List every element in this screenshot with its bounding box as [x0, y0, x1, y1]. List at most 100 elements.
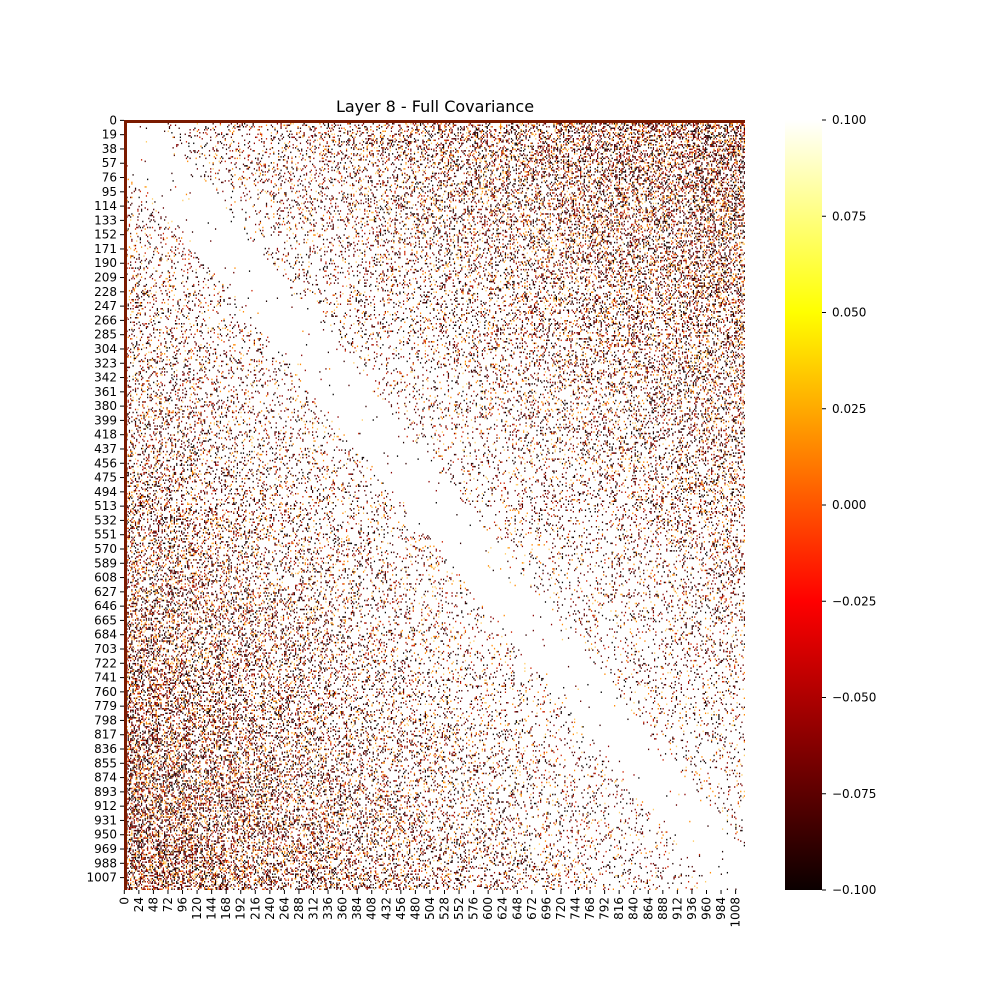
- heatmap-cell: [492, 135, 493, 137]
- heatmap-cell: [707, 123, 708, 125]
- heatmap-cell: [616, 125, 617, 127]
- heatmap-cell: [603, 131, 604, 133]
- heatmap-cell: [510, 129, 511, 131]
- heatmap-cell: [484, 135, 485, 137]
- heatmap-cell: [391, 128, 392, 129]
- heatmap-cell: [525, 126, 526, 128]
- heatmap-cell: [635, 134, 636, 136]
- heatmap-cell: [477, 132, 478, 134]
- heatmap-cell: [190, 132, 191, 134]
- heatmap-cell: [525, 125, 526, 127]
- heatmap-cell: [567, 125, 568, 127]
- heatmap-cell: [407, 126, 408, 128]
- heatmap-cell: [500, 132, 501, 134]
- heatmap-cell: [519, 132, 520, 134]
- heatmap-cell: [569, 135, 570, 137]
- heatmap-cell: [722, 126, 723, 128]
- heatmap-cell: [684, 129, 685, 131]
- heatmap-cell: [726, 134, 727, 136]
- heatmap-cell: [671, 132, 672, 134]
- heatmap-cell: [411, 128, 412, 129]
- heatmap-cell: [289, 125, 290, 127]
- heatmap-cell: [310, 129, 311, 131]
- heatmap-cell: [370, 126, 371, 128]
- heatmap-cell: [666, 134, 667, 136]
- heatmap-cell: [690, 125, 691, 127]
- heatmap-cell: [350, 135, 351, 137]
- heatmap-cell: [358, 125, 359, 127]
- heatmap-cell: [441, 129, 442, 131]
- heatmap-cell: [478, 129, 479, 131]
- heatmap-cell: [559, 123, 560, 125]
- heatmap-cell: [506, 126, 507, 128]
- heatmap-cell: [573, 126, 574, 128]
- heatmap-cell: [734, 132, 735, 134]
- heatmap-cell: [347, 132, 348, 134]
- heatmap-cell: [280, 125, 281, 127]
- heatmap-cell: [732, 125, 733, 127]
- heatmap-cell: [413, 129, 414, 131]
- heatmap-cell: [613, 123, 614, 125]
- heatmap-cell: [729, 123, 730, 125]
- heatmap-cell: [589, 134, 590, 136]
- heatmap-cell: [314, 134, 315, 136]
- heatmap-cell: [511, 123, 512, 125]
- heatmap-cell: [468, 132, 469, 134]
- heatmap-cell: [244, 123, 245, 125]
- heatmap-cell: [625, 129, 626, 131]
- heatmap-cell: [676, 128, 677, 129]
- heatmap-cell: [620, 128, 621, 129]
- heatmap-cell: [701, 132, 702, 134]
- heatmap-cell: [682, 129, 683, 131]
- heatmap-cell: [740, 135, 741, 137]
- heatmap-cell: [610, 128, 611, 129]
- heatmap-cell: [318, 132, 319, 134]
- heatmap-cell: [555, 131, 556, 133]
- heatmap-cell: [140, 126, 141, 128]
- heatmap-cell: [324, 125, 325, 127]
- heatmap-cell: [539, 137, 540, 139]
- heatmap-cell: [489, 129, 490, 131]
- heatmap-cell: [624, 131, 625, 133]
- heatmap-cell: [358, 128, 359, 129]
- heatmap-cell: [579, 129, 580, 131]
- heatmap-cell: [354, 137, 355, 139]
- heatmap-cell: [418, 131, 419, 133]
- heatmap-cell: [476, 128, 477, 129]
- heatmap-cell: [500, 125, 501, 127]
- heatmap-cell: [733, 129, 734, 131]
- heatmap-cell: [576, 123, 577, 125]
- heatmap-cell: [425, 126, 426, 128]
- heatmap-cell: [450, 128, 451, 129]
- heatmap-cell: [591, 125, 592, 127]
- heatmap-cell: [575, 132, 576, 134]
- heatmap-cell: [637, 131, 638, 133]
- heatmap-cell: [377, 126, 378, 128]
- heatmap-cell: [678, 131, 679, 133]
- heatmap-cell: [231, 137, 232, 139]
- heatmap-cell: [698, 126, 699, 128]
- heatmap-cell: [422, 123, 423, 125]
- heatmap-cell: [391, 126, 392, 128]
- heatmap-cell: [574, 132, 575, 134]
- heatmap-cell: [532, 125, 533, 127]
- heatmap-cell: [609, 123, 610, 125]
- heatmap-cell: [392, 126, 393, 128]
- heatmap-cell: [653, 125, 654, 127]
- heatmap-cell: [508, 134, 509, 136]
- heatmap-cell: [312, 137, 313, 139]
- heatmap-cell: [672, 126, 673, 128]
- heatmap-cell: [198, 129, 199, 131]
- heatmap-cell: [726, 125, 727, 127]
- heatmap-cell: [334, 137, 335, 139]
- heatmap-cell: [453, 125, 454, 127]
- heatmap-cell: [345, 132, 346, 134]
- heatmap-cell: [472, 137, 473, 139]
- heatmap-cell: [625, 134, 626, 136]
- heatmap-cell: [633, 123, 634, 125]
- heatmap-cell: [744, 125, 745, 127]
- heatmap-cell: [624, 125, 625, 127]
- heatmap-cell: [733, 135, 734, 137]
- heatmap-cell: [518, 126, 519, 128]
- heatmap-cell: [444, 131, 445, 133]
